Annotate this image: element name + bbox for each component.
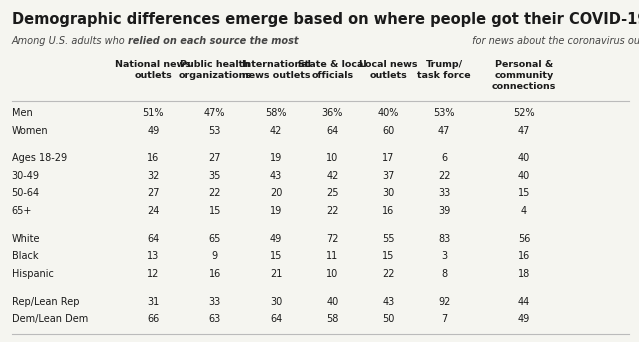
Text: 18: 18	[518, 269, 530, 279]
Text: 15: 15	[382, 251, 395, 261]
Text: 11: 11	[326, 251, 339, 261]
Text: Men: Men	[12, 108, 32, 118]
Text: 15: 15	[208, 206, 221, 216]
Text: 15: 15	[518, 188, 530, 198]
Text: 16: 16	[518, 251, 530, 261]
Text: 64: 64	[147, 234, 160, 244]
Text: 30-49: 30-49	[12, 171, 40, 181]
Text: 49: 49	[147, 126, 160, 135]
Text: 64: 64	[326, 126, 339, 135]
Text: 44: 44	[518, 297, 530, 306]
Text: 12: 12	[147, 269, 160, 279]
Text: 32: 32	[147, 171, 160, 181]
Text: 53: 53	[208, 126, 221, 135]
Text: 65: 65	[208, 234, 221, 244]
Text: National news
outlets: National news outlets	[116, 60, 191, 80]
Text: 47: 47	[518, 126, 530, 135]
Text: 83: 83	[438, 234, 450, 244]
Text: 51%: 51%	[142, 108, 164, 118]
Text: 9: 9	[212, 251, 218, 261]
Text: 47: 47	[438, 126, 450, 135]
Text: 47%: 47%	[204, 108, 226, 118]
Text: 15: 15	[270, 251, 282, 261]
Text: 92: 92	[438, 297, 450, 306]
Text: 40: 40	[326, 297, 339, 306]
Text: 42: 42	[326, 171, 339, 181]
Text: Hispanic: Hispanic	[12, 269, 54, 279]
Text: Black: Black	[12, 251, 38, 261]
Text: Women: Women	[12, 126, 48, 135]
Text: 37: 37	[382, 171, 395, 181]
Text: 63: 63	[208, 314, 221, 324]
Text: 35: 35	[208, 171, 221, 181]
Text: 64: 64	[270, 314, 282, 324]
Text: 50-64: 50-64	[12, 188, 40, 198]
Text: Demographic differences emerge based on where people got their COVID-19 news: Demographic differences emerge based on …	[12, 12, 639, 27]
Text: 58: 58	[326, 314, 339, 324]
Text: 4: 4	[521, 206, 527, 216]
Text: Public health
organizations: Public health organizations	[178, 60, 251, 80]
Text: 3: 3	[441, 251, 447, 261]
Text: 16: 16	[147, 153, 160, 163]
Text: 10: 10	[326, 153, 339, 163]
Text: 39: 39	[438, 206, 450, 216]
Text: 8: 8	[441, 269, 447, 279]
Text: 19: 19	[270, 153, 282, 163]
Text: Rep/Lean Rep: Rep/Lean Rep	[12, 297, 79, 306]
Text: 40: 40	[518, 153, 530, 163]
Text: 56: 56	[518, 234, 530, 244]
Text: Personal &
community
connections: Personal & community connections	[492, 60, 556, 91]
Text: 16: 16	[382, 206, 395, 216]
Text: 6: 6	[441, 153, 447, 163]
Text: 7: 7	[441, 314, 447, 324]
Text: 22: 22	[326, 206, 339, 216]
Text: Local news
outlets: Local news outlets	[359, 60, 418, 80]
Text: International
news outlets: International news outlets	[241, 60, 311, 80]
Text: Among U.S. adults who: Among U.S. adults who	[12, 36, 128, 46]
Text: 53%: 53%	[433, 108, 455, 118]
Text: 31: 31	[147, 297, 160, 306]
Text: Dem/Lean Dem: Dem/Lean Dem	[12, 314, 88, 324]
Text: 40%: 40%	[378, 108, 399, 118]
Text: White: White	[12, 234, 40, 244]
Text: 43: 43	[270, 171, 282, 181]
Text: 21: 21	[270, 269, 282, 279]
Text: 22: 22	[438, 171, 450, 181]
Text: 20: 20	[270, 188, 282, 198]
Text: 24: 24	[147, 206, 160, 216]
Text: 22: 22	[382, 269, 395, 279]
Text: 36%: 36%	[321, 108, 343, 118]
Text: 52%: 52%	[513, 108, 535, 118]
Text: 25: 25	[326, 188, 339, 198]
Text: 42: 42	[270, 126, 282, 135]
Text: for news about the coronavirus outbreak, % who are …: for news about the coronavirus outbreak,…	[470, 36, 639, 46]
Text: 19: 19	[270, 206, 282, 216]
Text: 27: 27	[147, 188, 160, 198]
Text: 10: 10	[326, 269, 339, 279]
Text: 50: 50	[382, 314, 395, 324]
Text: 72: 72	[326, 234, 339, 244]
Text: Ages 18-29: Ages 18-29	[12, 153, 66, 163]
Text: 40: 40	[518, 171, 530, 181]
Text: relied on each source the most: relied on each source the most	[128, 36, 299, 46]
Text: 30: 30	[270, 297, 282, 306]
Text: 58%: 58%	[265, 108, 287, 118]
Text: 30: 30	[382, 188, 395, 198]
Text: 49: 49	[270, 234, 282, 244]
Text: 22: 22	[208, 188, 221, 198]
Text: 66: 66	[147, 314, 160, 324]
Text: 33: 33	[208, 297, 221, 306]
Text: 13: 13	[147, 251, 160, 261]
Text: 33: 33	[438, 188, 450, 198]
Text: Trump/
task force: Trump/ task force	[417, 60, 471, 80]
Text: 65+: 65+	[12, 206, 32, 216]
Text: 27: 27	[208, 153, 221, 163]
Text: 49: 49	[518, 314, 530, 324]
Text: 16: 16	[208, 269, 221, 279]
Text: 55: 55	[382, 234, 395, 244]
Text: 43: 43	[382, 297, 395, 306]
Text: State & local
officials: State & local officials	[298, 60, 367, 80]
Text: 60: 60	[382, 126, 395, 135]
Text: 17: 17	[382, 153, 395, 163]
